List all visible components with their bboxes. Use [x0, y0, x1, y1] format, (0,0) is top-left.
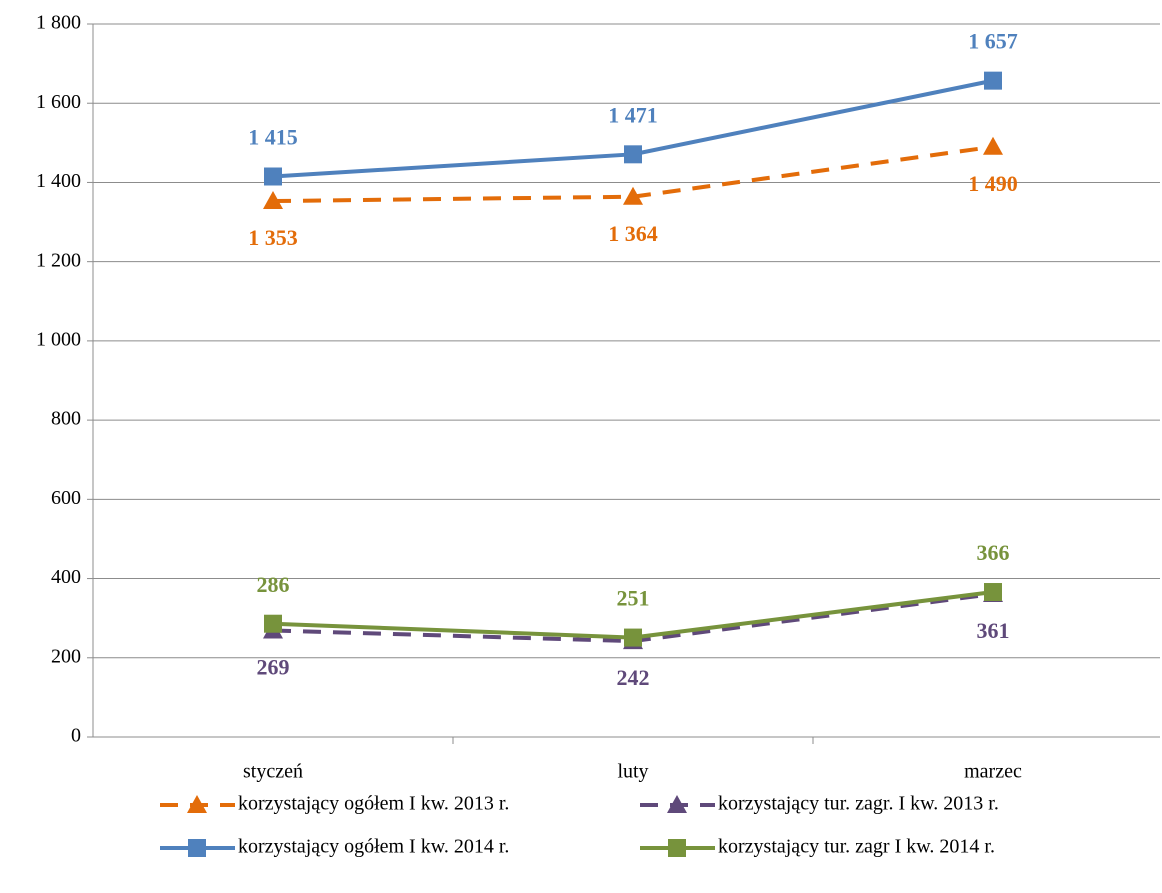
value-label: 1 471	[608, 102, 658, 127]
point-marker	[264, 614, 282, 633]
value-label: 1 490	[968, 171, 1018, 196]
y-tick-label: 200	[51, 645, 81, 667]
legend-label: korzystający tur. zagr. I kw. 2013 r.	[718, 793, 999, 815]
x-tick-label: marzec	[964, 761, 1022, 783]
point-marker	[264, 167, 282, 186]
point-marker	[624, 145, 642, 164]
y-tick-label: 1 000	[36, 328, 81, 350]
value-label: 1 353	[248, 225, 298, 250]
x-tick-label: styczeń	[243, 761, 303, 783]
y-tick-label: 1 600	[36, 91, 81, 113]
y-tick-label: 1 800	[36, 12, 81, 34]
point-marker	[624, 628, 642, 647]
value-label: 361	[977, 618, 1010, 643]
y-tick-label: 400	[51, 566, 81, 588]
value-label: 269	[257, 654, 290, 679]
value-label: 366	[977, 540, 1010, 565]
point-marker	[623, 186, 643, 205]
legend-label: korzystający ogółem I kw. 2013 r.	[238, 793, 509, 815]
y-tick-label: 800	[51, 408, 81, 430]
point-marker	[984, 71, 1002, 90]
value-label: 1 415	[248, 125, 298, 150]
x-tick-label: luty	[617, 761, 648, 783]
value-label: 1 364	[608, 221, 658, 246]
legend-marker	[668, 839, 686, 857]
y-tick-label: 600	[51, 487, 81, 509]
y-tick-label: 1 400	[36, 170, 81, 192]
legend-marker	[187, 795, 207, 813]
value-label: 251	[617, 586, 650, 611]
value-label: 286	[257, 572, 290, 597]
value-label: 242	[617, 665, 650, 690]
y-tick-label: 0	[71, 725, 81, 747]
legend-label: korzystający tur. zagr I kw. 2014 r.	[718, 836, 995, 858]
point-marker	[983, 136, 1003, 155]
legend-marker	[188, 839, 206, 857]
y-tick-label: 1 200	[36, 249, 81, 271]
value-label: 1 657	[968, 29, 1018, 54]
point-marker	[263, 191, 283, 210]
point-marker	[984, 583, 1002, 602]
legend-marker	[667, 795, 687, 813]
legend-label: korzystający ogółem I kw. 2014 r.	[238, 836, 509, 858]
